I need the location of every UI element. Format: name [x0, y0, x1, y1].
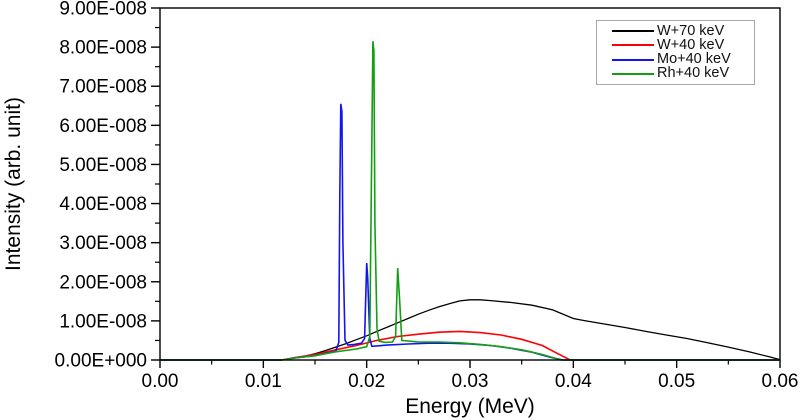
legend-label: Rh+40 keV — [657, 65, 730, 82]
y-tick-label: 5.00E-008 — [59, 155, 147, 176]
legend-line-sample — [612, 30, 654, 33]
series-line-w-40-kev — [160, 330, 780, 361]
x-tick-label: 0.03 — [452, 371, 489, 392]
x-axis-title: Energy (MeV) — [405, 395, 535, 418]
legend-line-sample — [612, 72, 654, 75]
y-tick-label: 3.00E-008 — [59, 233, 147, 254]
series-line-mo-40-kev — [160, 103, 780, 361]
y-tick-label: 0.00E+000 — [55, 351, 147, 372]
y-tick-label: 8.00E-008 — [59, 38, 147, 59]
x-tick-label: 0.05 — [658, 371, 695, 392]
y-tick-label: 7.00E-008 — [59, 77, 147, 98]
legend-line-sample — [612, 44, 654, 47]
series-line-w-70-kev — [160, 299, 781, 361]
y-tick-label: 4.00E-008 — [59, 194, 147, 215]
series-line-rh-40-kev — [160, 41, 780, 361]
legend: W+70 keV W+40 keV Mo+40 keV Rh+40 keV — [596, 20, 755, 85]
y-tick-label: 6.00E-008 — [59, 116, 147, 137]
legend-item: Rh+40 keV — [612, 65, 752, 82]
x-tick-label: 0.00 — [142, 371, 179, 392]
x-tick-label: 0.02 — [348, 371, 385, 392]
y-tick-label: 2.00E-008 — [59, 272, 147, 293]
legend-label: W+70 keV — [657, 22, 725, 39]
x-tick-label: 0.06 — [762, 371, 799, 392]
legend-item: Mo+40 keV — [612, 51, 752, 68]
x-tick-label: 0.01 — [245, 371, 282, 392]
y-axis-title: Intensity (arb. unit) — [2, 97, 25, 271]
plot-border — [159, 7, 781, 361]
legend-item: W+70 keV — [612, 22, 752, 39]
x-tick-label: 0.04 — [555, 371, 592, 392]
legend-label: Mo+40 keV — [657, 51, 731, 68]
legend-item: W+40 keV — [612, 36, 752, 53]
y-tick-label: 9.00E-008 — [59, 0, 147, 20]
legend-line-sample — [612, 58, 654, 61]
legend-label: W+40 keV — [657, 36, 725, 53]
y-tick-label: 1.00E-008 — [59, 311, 147, 332]
